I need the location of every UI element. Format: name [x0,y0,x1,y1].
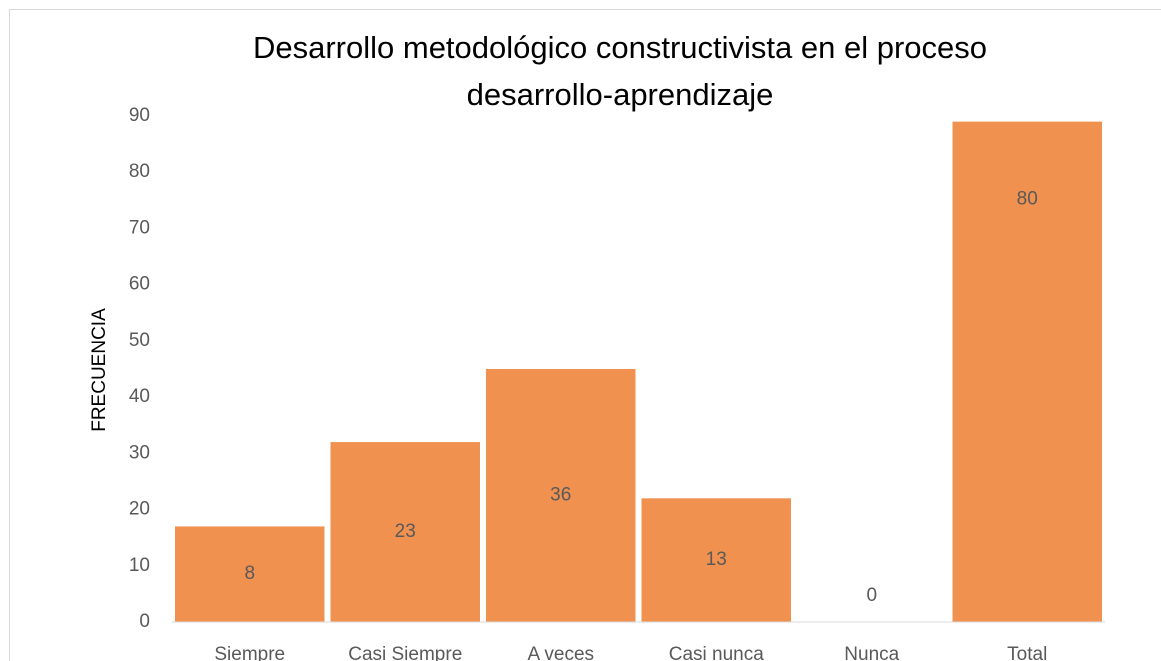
y-tick-label: 40 [129,386,150,407]
x-tick-label: Siempre [214,644,285,661]
bar [952,121,1102,622]
x-tick-label: Casi nunca [669,644,764,661]
y-tick-label: 60 [129,274,150,295]
y-tick-label: 20 [129,499,150,520]
chart-title: Desarrollo metodológico constructivista … [253,30,987,65]
x-tick-label: A veces [527,644,594,661]
x-tick-label: Total [1007,644,1047,661]
chart-border [9,9,1161,661]
y-tick-label: 10 [129,555,150,576]
y-tick-label: 80 [129,161,150,182]
data-label: 36 [550,485,571,506]
chart-title: desarrollo-aprendizaje [467,77,774,112]
bar [641,498,791,622]
y-tick-label: 0 [139,611,150,632]
data-label: 80 [1017,189,1038,210]
data-label: 0 [866,585,877,606]
data-label: 23 [395,521,416,542]
bar [486,369,636,622]
data-label: 13 [706,549,727,570]
y-tick-label: 70 [129,217,150,238]
y-tick-label: 30 [129,442,150,463]
y-tick-label: 50 [129,330,150,351]
bar [175,526,325,622]
y-tick-label: 90 [129,105,150,126]
data-label: 8 [244,563,255,584]
x-tick-label: Nunca [844,644,899,661]
x-tick-label: Casi Siempre [348,644,462,661]
bar [330,442,480,622]
y-axis-label: FRECUENCIA [89,308,110,432]
